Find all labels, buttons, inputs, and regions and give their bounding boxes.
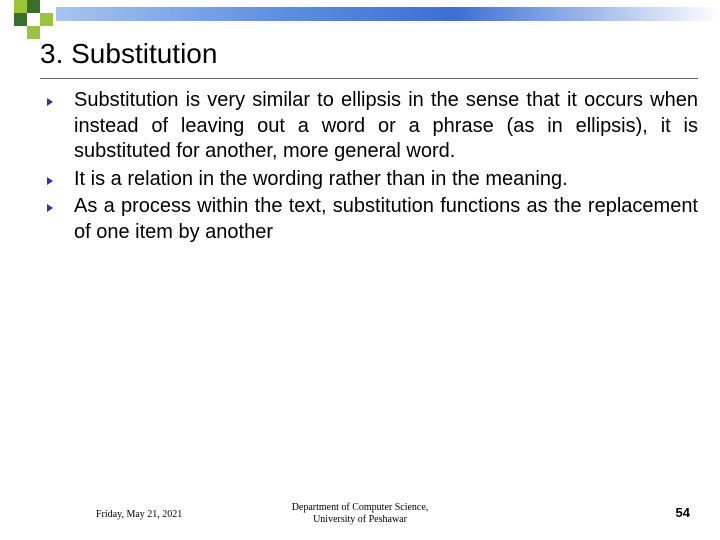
list-item: Substitution is very similar to ellipsis… [40,88,698,165]
bullet-text: As a process within the text, substituti… [74,194,698,245]
decor-block [40,13,53,26]
bullet-text: Substitution is very similar to ellipsis… [74,88,698,165]
footer-dept-line2: University of Peshawar [313,514,407,525]
bullet-marker-icon [40,88,74,112]
title-underline [40,78,698,79]
bullet-text: It is a relation in the wording rather t… [74,167,698,193]
slide-title: 3. Substitution [40,38,217,70]
footer: Friday, May 21, 2021 Department of Compu… [0,498,720,526]
list-item: It is a relation in the wording rather t… [40,167,698,193]
footer-dept-line1: Department of Computer Science, [292,502,429,513]
header-decor [0,0,720,28]
list-item: As a process within the text, substituti… [40,194,698,245]
decor-block [27,26,40,39]
decor-block [27,0,40,13]
bullet-marker-icon [40,167,74,191]
header-gradient [56,7,720,21]
bullet-marker-icon [40,194,74,218]
page-number: 54 [676,505,690,520]
decor-block [14,13,27,26]
decor-block [14,0,27,13]
bullet-list: Substitution is very similar to ellipsis… [40,88,698,248]
footer-department: Department of Computer Science, Universi… [0,502,720,526]
